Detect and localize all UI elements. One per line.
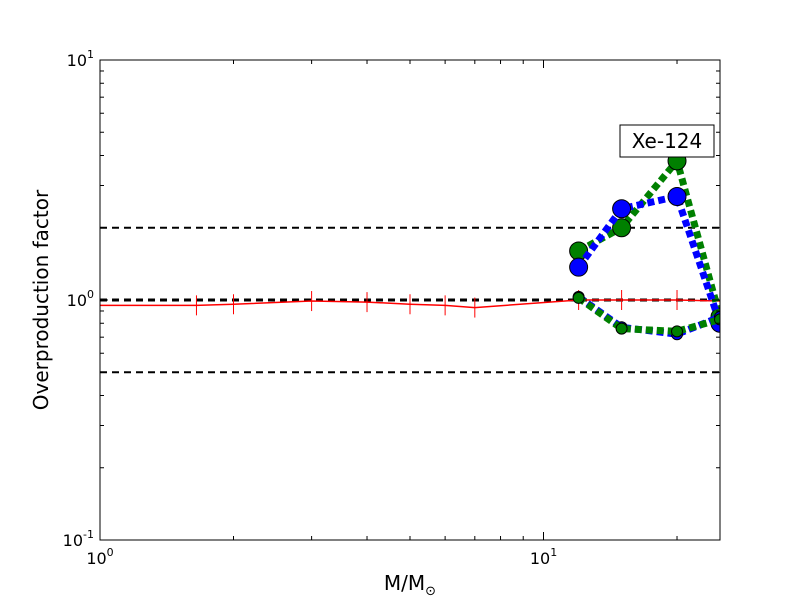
- annotation-label: Xe-124: [632, 129, 703, 153]
- x-tick-label: 100: [86, 546, 113, 568]
- series-4-point: [671, 325, 684, 338]
- series-line-0: [100, 299, 720, 309]
- series-line-2: [575, 192, 720, 325]
- y-tick-label: 101: [67, 48, 94, 70]
- y-tick-label: 100: [67, 288, 94, 310]
- series-line-4: [576, 295, 720, 335]
- y-axis-label: Overproduction factor: [29, 189, 53, 410]
- series-2-point: [569, 257, 589, 277]
- x-tick-label: 101: [530, 546, 557, 568]
- series-4-point: [714, 313, 720, 326]
- plot-frame: [99, 59, 721, 541]
- annotation-box: Xe-124: [619, 124, 715, 158]
- series-2-point: [612, 199, 632, 219]
- series-4-point: [572, 291, 585, 304]
- series-1-point: [612, 218, 632, 238]
- y-tick-label: 10-1: [63, 528, 94, 550]
- x-axis-label: M/M⊙: [384, 571, 436, 599]
- series-2-point: [667, 186, 687, 206]
- series-4-point: [615, 322, 628, 335]
